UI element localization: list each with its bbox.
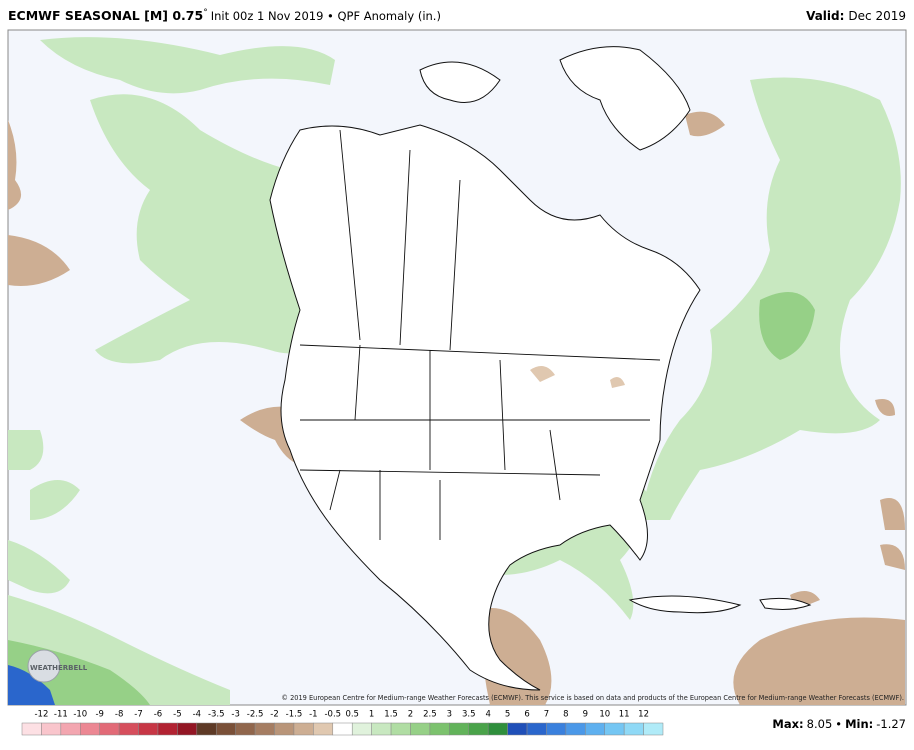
color-swatch — [585, 722, 605, 736]
color-swatch — [546, 722, 567, 736]
colorbar-label: 10 — [599, 710, 610, 720]
color-swatch — [351, 722, 372, 736]
color-swatch — [118, 722, 139, 736]
min-value: -1.27 — [876, 717, 906, 731]
separator: • — [835, 717, 842, 731]
colorbar-label: -10 — [73, 710, 87, 720]
colorbar-label: 6 — [524, 710, 529, 720]
color-swatch — [99, 722, 120, 736]
color-swatch — [138, 722, 159, 736]
colorbar-label: 9 — [583, 710, 588, 720]
colorbar-label: -9 — [95, 710, 103, 720]
color-swatch — [80, 722, 100, 736]
color-swatch — [332, 722, 353, 736]
color-swatch — [177, 722, 198, 736]
color-swatch — [410, 722, 431, 736]
colorbar-label: 11 — [619, 710, 630, 720]
min-label: Min: — [845, 717, 873, 731]
color-swatch — [390, 722, 411, 736]
anomaly-area — [90, 94, 322, 364]
color-swatch — [487, 722, 508, 736]
valid-label: Valid: — [806, 9, 844, 23]
color-swatch — [196, 722, 217, 736]
anomaly-area — [40, 37, 335, 94]
greenland — [559, 46, 691, 151]
color-swatch — [41, 722, 62, 736]
continent — [269, 124, 701, 691]
color-swatch — [565, 722, 586, 736]
degree: ° — [203, 8, 208, 18]
color-swatch — [371, 722, 392, 736]
colorbar-label: 1.5 — [384, 710, 398, 720]
colorbar-label: -8 — [115, 710, 123, 720]
color-swatch — [507, 722, 528, 736]
color-swatch — [643, 722, 664, 736]
color-swatch — [604, 722, 625, 736]
boundary — [299, 129, 661, 540]
colorbar-label: -1.5 — [286, 710, 303, 720]
valid: Valid: Dec 2019 — [806, 9, 906, 23]
colorbar-label: -0.5 — [324, 710, 341, 720]
colorbar-label: 2.5 — [423, 710, 437, 720]
colorbar-label: -2 — [270, 710, 278, 720]
colorbar-label: 3 — [447, 710, 452, 720]
colorbar-label: -2.5 — [247, 710, 264, 720]
colorbar-label: 7 — [544, 710, 549, 720]
credit: © 2019 European Centre for Medium-range … — [281, 694, 904, 702]
color-swatch — [468, 722, 489, 736]
colorbar-label: -3 — [231, 710, 239, 720]
subtitle: Init 00z 1 Nov 2019 • QPF Anomaly (in.) — [211, 9, 441, 23]
max-value: 8.05 — [807, 717, 833, 731]
color-swatch — [313, 722, 334, 736]
map: WEATHERBELL © 2019 European Centre for M… — [7, 29, 907, 706]
header-title: ECMWF SEASONAL [M] 0.75° Init 00z 1 Nov 2… — [8, 8, 441, 23]
colorbar-label: 4 — [485, 710, 490, 720]
logo: WEATHERBELL — [30, 664, 88, 672]
anomaly-area — [530, 366, 625, 388]
anomaly-area — [8, 665, 55, 705]
colorbar-label: -12 — [34, 710, 48, 720]
colorbar-label: 0.5 — [345, 710, 359, 720]
island — [419, 61, 501, 103]
anomaly-area — [8, 430, 80, 594]
stats: Max: 8.05 • Min: -1.27 — [772, 717, 906, 731]
anomaly-area — [759, 292, 815, 360]
colorbar-label: 12 — [638, 710, 649, 720]
color-swatch — [235, 722, 256, 736]
title: ECMWF SEASONAL [M] 0.75 — [8, 8, 203, 23]
color-swatch — [429, 722, 450, 736]
colorbar-label: -1 — [309, 710, 317, 720]
valid-value: Dec 2019 — [848, 9, 906, 23]
colorbar-label: -6 — [154, 710, 162, 720]
header: ECMWF SEASONAL [M] 0.75° Init 00z 1 Nov 2… — [8, 8, 906, 23]
colorbar-label: -11 — [54, 710, 68, 720]
colorbar-label: 1 — [369, 710, 374, 720]
color-swatch — [526, 722, 547, 736]
colorbar-label: 2 — [408, 710, 413, 720]
colorbar-label: -5 — [173, 710, 181, 720]
island — [628, 595, 812, 614]
logo-globe — [27, 649, 61, 683]
colorbar: -12 -11 -10 -9 -8 -7 -6 -5 -4 -3.5 -3 -2.5 -2 -1.5 -1-… — [21, 710, 664, 736]
anomaly-area — [8, 111, 905, 705]
color-swatch — [449, 722, 470, 736]
colorbar-label: -3.5 — [208, 710, 225, 720]
color-swatch — [157, 722, 178, 736]
colorbar-label: 8 — [563, 710, 568, 720]
colorbar-label: -7 — [134, 710, 142, 720]
max-label: Max: — [772, 717, 803, 731]
color-swatch — [623, 722, 644, 736]
color-swatch — [21, 722, 42, 736]
colorbar-label: 5 — [505, 710, 510, 720]
colorbar-label: 3.5 — [462, 710, 476, 720]
color-swatch — [60, 722, 81, 736]
color-swatch — [293, 722, 314, 736]
color-swatch — [215, 722, 236, 736]
colorbar-label: -4 — [193, 710, 201, 720]
color-swatch — [254, 722, 275, 736]
color-swatch — [274, 722, 295, 736]
